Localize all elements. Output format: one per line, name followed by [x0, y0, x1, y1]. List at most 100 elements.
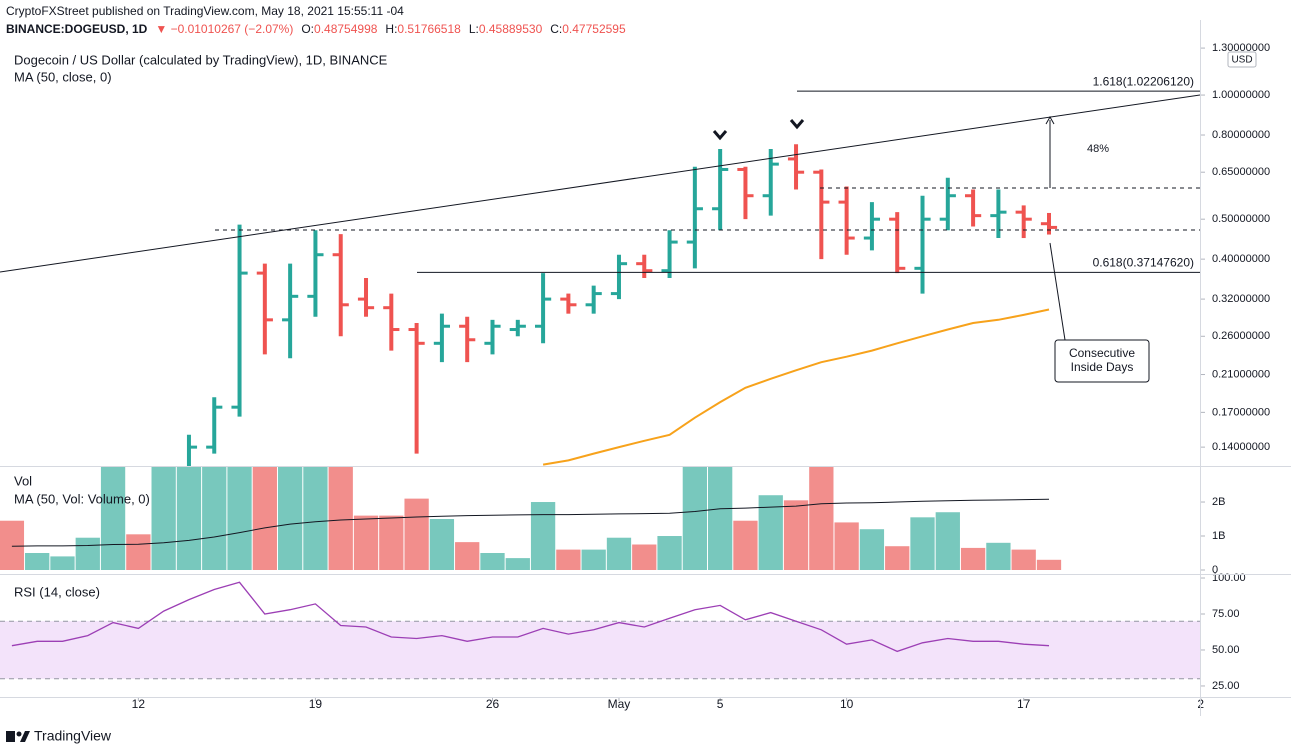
volume-bar: [530, 502, 556, 570]
ohlc-label: L:: [469, 22, 479, 36]
x-tick-label: 17: [1017, 697, 1031, 711]
volume-bar: [505, 558, 530, 570]
volume-bar: [556, 549, 581, 570]
symbol-line: BINANCE:DOGEUSD, 1D ▼ −0.01010267 (−2.07%…: [6, 22, 626, 36]
volume-bar: [227, 467, 252, 570]
volume-bar: [480, 553, 505, 570]
symbol: BINANCE:DOGEUSD, 1D: [6, 22, 148, 36]
logo-mark: [6, 731, 15, 742]
rsi-line: [11, 581, 1050, 653]
ma-line: [542, 308, 1050, 466]
volume-bar: [859, 529, 885, 570]
x-tick-label: 19: [309, 697, 323, 711]
change: ▼ −0.01010267 (−2.07%): [155, 22, 293, 36]
y-tick-label: 0.26000000: [1212, 330, 1270, 342]
volume-bar: [632, 544, 657, 570]
volume-bar: [429, 519, 455, 570]
rsi-plot: [0, 581, 1200, 680]
volume-bar: [834, 522, 859, 570]
volume-bar: [682, 467, 708, 570]
publisher: CryptoFXStreet published on TradingView.…: [6, 4, 404, 18]
y-tick-label: 0.21000000: [1212, 368, 1270, 380]
volume-bar: [202, 467, 227, 570]
peak-marker: [789, 119, 805, 130]
volume-bar: [126, 534, 151, 570]
y-tick-label: 0.32000000: [1212, 293, 1270, 305]
callout-line: [1049, 242, 1066, 341]
drawings: [0, 94, 1200, 341]
callout-text: Inside Days: [1071, 360, 1134, 374]
y-tick-label: 0.17000000: [1212, 406, 1270, 418]
x-tick-label: 26: [486, 697, 500, 711]
volume-ma-line: [11, 498, 1050, 547]
peak-marker: [712, 130, 728, 141]
price-title: Dogecoin / US Dollar (calculated by Trad…: [14, 52, 388, 67]
volume-bar: [404, 498, 429, 570]
fib-label: 0.618(0.37147620): [1093, 256, 1194, 270]
volume-bar: [353, 515, 379, 570]
volume-title: Vol: [14, 473, 32, 488]
ohlc-value: 0.48754998: [314, 22, 378, 36]
price-plot: [186, 90, 1200, 466]
y-tick-label: 50.00: [1212, 644, 1240, 656]
y-tick-label: 0.14000000: [1212, 441, 1270, 453]
y-tick-label: 0.80000000: [1212, 129, 1270, 141]
y-tick-label: 0.40000000: [1212, 253, 1270, 265]
brand: TradingView: [34, 728, 112, 744]
volume-bar: [379, 515, 404, 570]
y-tick-label: 1B: [1212, 530, 1225, 542]
volume-bar: [176, 467, 202, 570]
rsi-legend: RSI (14, close): [14, 584, 100, 599]
volume-bar: [151, 467, 176, 570]
volume-bar: [277, 467, 303, 570]
volume-bar: [50, 556, 75, 570]
x-tick-label: May: [608, 697, 631, 711]
y-tick-label: 1.00000000: [1212, 89, 1270, 101]
x-tick-label: 12: [132, 697, 146, 711]
arrow-head: [1045, 115, 1055, 125]
volume-ma-legend: MA (50, Vol: Volume, 0): [14, 491, 150, 506]
volume-bar: [783, 500, 809, 570]
volume-bar: [910, 517, 935, 570]
volume-bar: [1036, 559, 1062, 570]
logo: [6, 731, 30, 742]
volume-bar: [581, 549, 606, 570]
y-tick-label: 25.00: [1212, 680, 1240, 692]
volume-bar: [986, 542, 1011, 570]
volume-bar: [809, 467, 834, 570]
ohlc-value: 0.45889530: [479, 22, 543, 36]
ohlc-value: 0.51766518: [397, 22, 461, 36]
x-tick-label: 5: [717, 697, 724, 711]
y-tick-label: 0.50000000: [1212, 213, 1270, 225]
currency-box: [1227, 51, 1257, 68]
move-label: 48%: [1087, 143, 1109, 155]
volume-bar: [733, 520, 758, 570]
y-tick-label: 0.65000000: [1212, 166, 1270, 178]
x-tick-label: 10: [840, 697, 854, 711]
volume-bar: [0, 520, 25, 570]
volume-bar: [657, 536, 682, 570]
volume-bar: [708, 467, 733, 570]
callout-text: Consecutive: [1069, 346, 1135, 360]
y-tick-label: 75.00: [1212, 608, 1240, 620]
volume-bar: [328, 467, 353, 570]
volume-bar: [25, 553, 50, 570]
volume-bar: [935, 512, 960, 570]
y-tick-label: 0: [1212, 564, 1218, 576]
volume-bar: [252, 467, 277, 570]
ohlc-value: 0.47752595: [562, 22, 626, 36]
ohlc-label: C:: [550, 22, 562, 36]
fib-label: 1.618(1.02206120): [1093, 74, 1194, 88]
ohlc-label: O:: [301, 22, 314, 36]
logo-mark: [16, 731, 22, 737]
volume-bar: [960, 547, 986, 570]
y-tick-label: 2B: [1212, 496, 1225, 508]
ma-legend: MA (50, close, 0): [14, 69, 112, 84]
ohlc-label: H:: [385, 22, 397, 36]
volume-bar: [1011, 549, 1036, 570]
callout-box: [1054, 339, 1150, 383]
volume-bar: [455, 542, 480, 570]
volume-plot: [0, 467, 1062, 570]
trend-line: [0, 94, 1200, 273]
